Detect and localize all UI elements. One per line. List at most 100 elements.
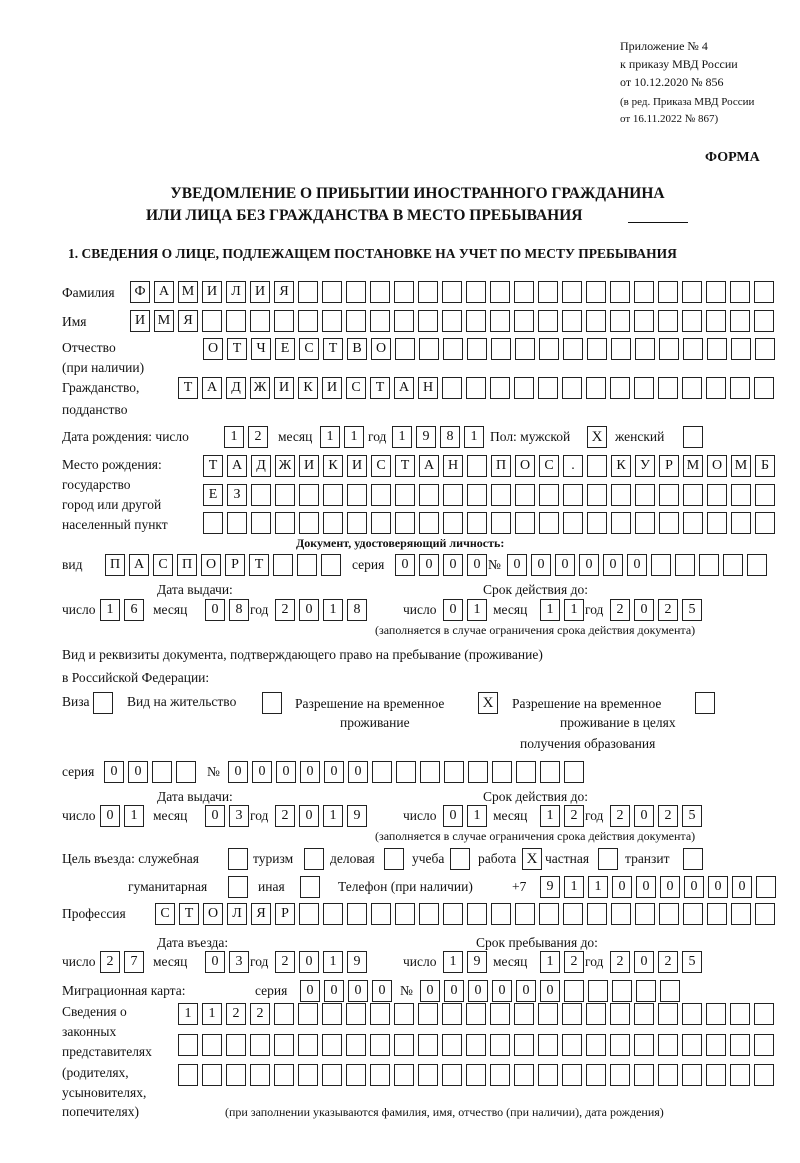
char-box[interactable] <box>747 554 767 576</box>
char-box[interactable] <box>346 1003 366 1025</box>
char-box[interactable]: О <box>203 338 223 360</box>
char-box[interactable] <box>563 338 583 360</box>
char-box[interactable] <box>514 310 534 332</box>
char-box[interactable] <box>299 484 319 506</box>
char-box[interactable] <box>250 1034 270 1056</box>
char-box[interactable] <box>443 338 463 360</box>
char-box[interactable]: 2 <box>658 599 678 621</box>
char-box[interactable] <box>658 377 678 399</box>
char-box[interactable] <box>371 512 391 534</box>
char-box[interactable] <box>706 310 726 332</box>
char-box[interactable]: 0 <box>276 761 296 783</box>
char-box[interactable] <box>178 1034 198 1056</box>
char-box[interactable]: И <box>274 377 294 399</box>
char-box[interactable]: 0 <box>205 951 225 973</box>
char-box[interactable]: 1 <box>540 805 560 827</box>
char-box[interactable]: Я <box>251 903 271 925</box>
char-box[interactable]: Ж <box>250 377 270 399</box>
char-box[interactable]: С <box>155 903 175 925</box>
char-box[interactable]: Т <box>323 338 343 360</box>
char-box[interactable]: 0 <box>612 876 632 898</box>
char-box[interactable] <box>490 281 510 303</box>
char-box[interactable]: 1 <box>564 876 584 898</box>
char-box[interactable] <box>226 310 246 332</box>
char-box[interactable] <box>515 484 535 506</box>
char-box[interactable]: 0 <box>443 554 463 576</box>
char-box[interactable]: С <box>346 377 366 399</box>
char-box[interactable] <box>682 310 702 332</box>
char-box[interactable]: 1 <box>100 599 120 621</box>
char-box[interactable]: А <box>129 554 149 576</box>
char-box[interactable]: 0 <box>579 554 599 576</box>
char-box[interactable]: Т <box>395 455 415 477</box>
char-box[interactable]: 9 <box>416 426 436 448</box>
char-box[interactable]: С <box>371 455 391 477</box>
char-box[interactable]: 1 <box>344 426 364 448</box>
char-box[interactable] <box>562 310 582 332</box>
char-box[interactable] <box>299 903 319 925</box>
char-box[interactable] <box>298 281 318 303</box>
char-box[interactable]: 2 <box>275 805 295 827</box>
char-box[interactable] <box>635 484 655 506</box>
char-box[interactable] <box>491 338 511 360</box>
char-box[interactable]: 9 <box>347 805 367 827</box>
char-box[interactable]: 2 <box>275 951 295 973</box>
char-box[interactable] <box>491 903 511 925</box>
char-box[interactable] <box>514 1034 534 1056</box>
char-box[interactable]: Н <box>443 455 463 477</box>
char-box[interactable] <box>275 512 295 534</box>
char-box[interactable] <box>418 281 438 303</box>
char-box[interactable] <box>754 1064 774 1086</box>
char-box[interactable] <box>250 1064 270 1086</box>
char-box[interactable] <box>586 1034 606 1056</box>
char-box[interactable]: Ф <box>130 281 150 303</box>
purpose-tourism-checkbox[interactable] <box>304 848 324 870</box>
char-box[interactable] <box>658 1064 678 1086</box>
char-box[interactable]: 1 <box>323 599 343 621</box>
temp-permit-checkbox[interactable]: X <box>478 692 498 714</box>
char-box[interactable] <box>634 1003 654 1025</box>
char-box[interactable]: 5 <box>682 599 702 621</box>
char-box[interactable]: 0 <box>100 805 120 827</box>
char-box[interactable] <box>706 1034 726 1056</box>
char-box[interactable]: Т <box>203 455 223 477</box>
char-box[interactable] <box>730 1064 750 1086</box>
char-box[interactable] <box>442 1003 462 1025</box>
char-box[interactable]: 9 <box>540 876 560 898</box>
char-box[interactable] <box>346 1034 366 1056</box>
char-box[interactable] <box>298 1034 318 1056</box>
char-box[interactable] <box>635 338 655 360</box>
char-box[interactable]: Т <box>227 338 247 360</box>
char-box[interactable] <box>347 512 367 534</box>
char-box[interactable] <box>538 1064 558 1086</box>
char-box[interactable] <box>564 761 584 783</box>
char-box[interactable]: Т <box>178 377 198 399</box>
char-box[interactable] <box>274 1003 294 1025</box>
char-box[interactable]: 1 <box>202 1003 222 1025</box>
birthplace-field[interactable] <box>203 512 775 534</box>
char-box[interactable]: 1 <box>124 805 144 827</box>
purpose-transit-checkbox[interactable] <box>683 848 703 870</box>
char-box[interactable] <box>515 338 535 360</box>
char-box[interactable]: 3 <box>229 951 249 973</box>
char-box[interactable]: 1 <box>540 599 560 621</box>
char-box[interactable] <box>347 484 367 506</box>
char-box[interactable]: Е <box>203 484 223 506</box>
char-box[interactable] <box>707 903 727 925</box>
char-box[interactable]: 1 <box>323 805 343 827</box>
char-box[interactable]: 8 <box>440 426 460 448</box>
char-box[interactable]: 0 <box>252 761 272 783</box>
char-box[interactable]: А <box>202 377 222 399</box>
char-box[interactable]: 2 <box>100 951 120 973</box>
purpose-private-checkbox[interactable] <box>598 848 618 870</box>
char-box[interactable] <box>682 1003 702 1025</box>
char-box[interactable]: 0 <box>419 554 439 576</box>
char-box[interactable] <box>634 281 654 303</box>
char-box[interactable]: С <box>299 338 319 360</box>
